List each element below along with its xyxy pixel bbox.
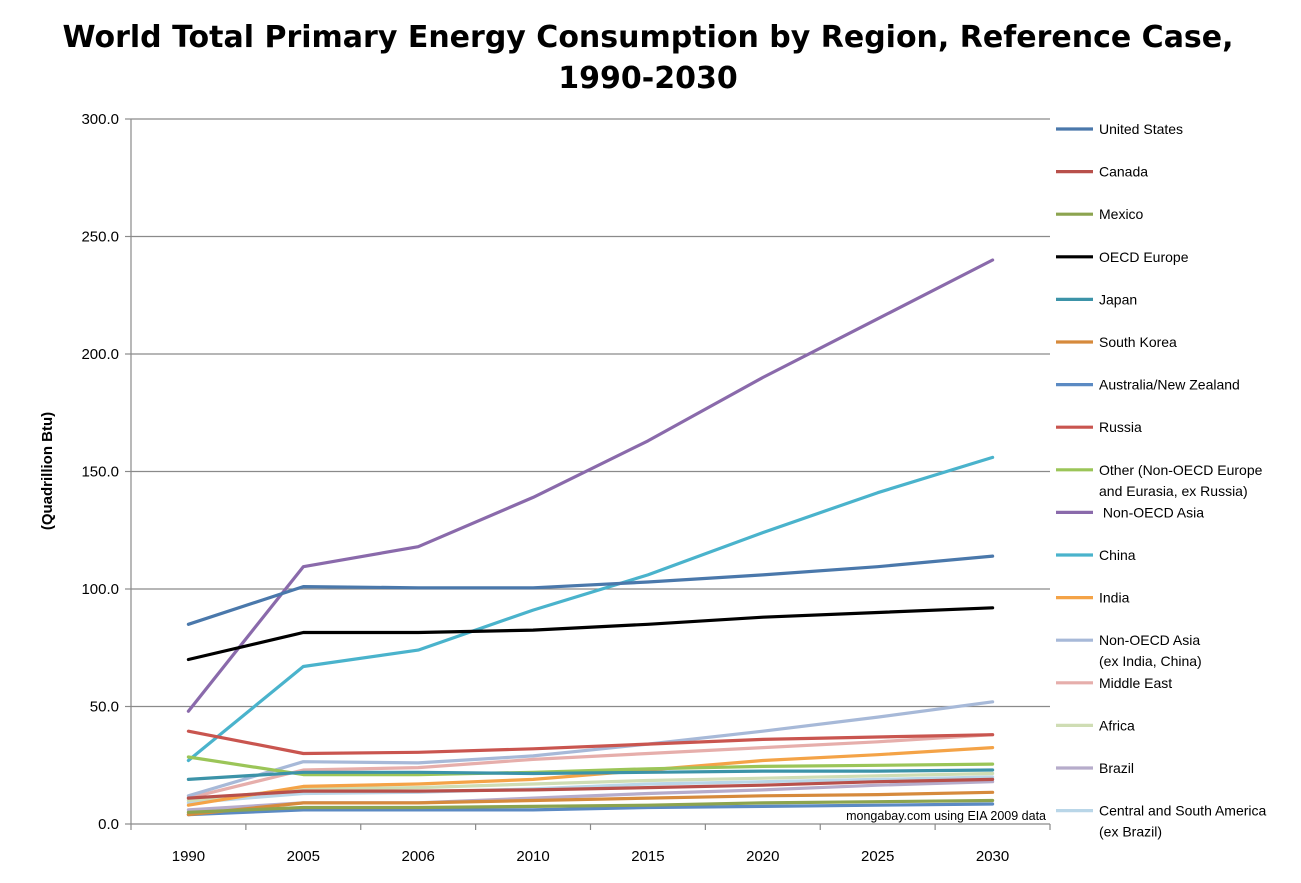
series-line — [186, 745, 995, 807]
series-line — [186, 755, 995, 777]
series-line — [186, 700, 995, 798]
x-tick-labels: 1990 2005 2006 2010 2015 2020 2025 2030 — [130, 824, 1051, 865]
series-line — [186, 258, 995, 713]
legend-label: Non-OECD Asia — [1099, 632, 1200, 648]
x-tick-label: 1990 — [172, 848, 205, 865]
x-tick-label: 2006 — [402, 848, 435, 865]
legend-label: (ex India, China) — [1099, 653, 1202, 669]
x-tick-label: 2010 — [516, 848, 549, 865]
series-line — [186, 790, 995, 817]
series-line — [186, 802, 995, 817]
x-tick-label: 2030 — [976, 848, 1009, 865]
legend-label: South Korea — [1099, 334, 1177, 350]
y-tick-label: 0.0 — [98, 816, 119, 833]
series-line — [186, 777, 995, 800]
x-tick-label: 2005 — [287, 848, 320, 865]
chart-title: World Total Primary Energy Consumption b… — [62, 20, 1233, 55]
y-tick-labels: 0.0 50.0 100.0 150.0 200.0 250.0 300.0 — [81, 111, 119, 833]
legend-label: China — [1099, 547, 1136, 563]
x-tick-label: 2015 — [631, 848, 664, 865]
series-line — [186, 775, 995, 805]
legend-label: (ex Brazil) — [1099, 824, 1162, 840]
legend-label: Non-OECD Asia — [1099, 504, 1204, 520]
series-line — [186, 733, 995, 800]
legend-label: Russia — [1099, 419, 1142, 435]
source-annotation: mongabay.com using EIA 2009 data — [846, 809, 1046, 823]
legend-label: Africa — [1099, 717, 1135, 733]
legend-label: India — [1099, 590, 1130, 606]
series-line — [186, 729, 995, 756]
y-tick-label: 150.0 — [81, 464, 119, 481]
legend-label: Middle East — [1099, 675, 1172, 691]
series-line — [186, 554, 995, 626]
legend-label: OECD Europe — [1099, 249, 1189, 265]
y-tick-label: 250.0 — [81, 229, 119, 246]
series-line — [186, 771, 995, 803]
legend-label: Canada — [1099, 164, 1148, 180]
series-line — [186, 798, 995, 814]
legend-label: Central and South America — [1099, 803, 1267, 819]
series-lines — [186, 258, 995, 817]
x-tick-label: 2020 — [746, 848, 779, 865]
y-tick-label: 50.0 — [90, 699, 119, 716]
series-line — [186, 606, 995, 662]
legend-label: Brazil — [1099, 760, 1134, 776]
y-tick-label: 300.0 — [81, 111, 119, 128]
series-line — [186, 768, 995, 782]
legend-label: Japan — [1099, 291, 1137, 307]
legend-label: Australia/New Zealand — [1099, 377, 1240, 393]
legend-label: Mexico — [1099, 206, 1144, 222]
chart-title-line2: 1990-2030 — [558, 61, 737, 96]
series-line — [186, 455, 995, 763]
legend: United States Canada Mexico OECD Europe Japa… — [1056, 121, 1267, 840]
legend-label: United States — [1099, 121, 1183, 137]
y-axis-label: (Quadrillion Btu) — [39, 412, 56, 530]
y-tick-label: 100.0 — [81, 581, 119, 598]
x-tick-label: 2025 — [861, 848, 894, 865]
legend-label: Other (Non-OECD Europe — [1099, 462, 1263, 478]
y-tick-label: 200.0 — [81, 346, 119, 363]
legend-label: and Eurasia, ex Russia) — [1099, 483, 1248, 499]
